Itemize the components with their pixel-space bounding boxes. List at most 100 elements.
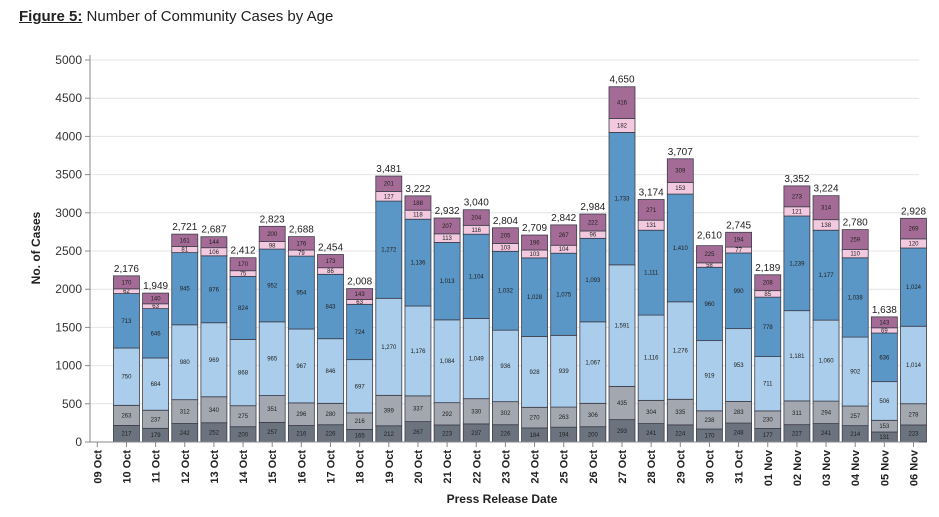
segment-value-label: 170 — [238, 262, 249, 268]
bar-group: 223 278 1,014 1,024 120 269 2,928 — [900, 206, 927, 443]
bar-total-label: 2,928 — [901, 206, 926, 217]
segment-value-label: 824 — [238, 306, 249, 312]
bar-segment — [637, 199, 665, 221]
segment-value-label: 697 — [355, 384, 366, 390]
bar-segment — [550, 252, 578, 336]
segment-value-label: 1,116 — [644, 356, 659, 362]
segment-value-label: 144 — [209, 240, 220, 246]
segment-value-label: 267 — [413, 430, 424, 436]
segment-value-label: 1,084 — [440, 359, 456, 365]
bar-total-label: 2,780 — [843, 218, 868, 229]
bar-segment — [521, 257, 548, 337]
segment-value-label: 248 — [734, 431, 745, 437]
bar-segment — [200, 236, 228, 249]
bar-segment — [900, 325, 927, 405]
bar-segment — [696, 266, 723, 342]
segment-value-label: 121 — [792, 209, 803, 215]
bar-segment — [666, 158, 694, 183]
segment-value-label: 1,111 — [644, 271, 659, 277]
bar-total-label: 2,412 — [231, 246, 256, 257]
bar-total-label: 3,224 — [814, 184, 839, 195]
bar-segment — [812, 319, 840, 402]
x-tick-label: 25 Oct — [559, 450, 571, 484]
segment-value-label: 283 — [734, 410, 745, 416]
bar-segment — [462, 318, 490, 400]
segment-value-label: 1,032 — [498, 289, 514, 295]
bar-segment — [433, 319, 461, 404]
segment-value-label: 238 — [704, 418, 715, 424]
segment-value-label: 63 — [356, 300, 363, 306]
bar-segment — [317, 273, 344, 340]
segment-value-label: 1,093 — [585, 278, 601, 284]
segment-value-label: 143 — [355, 292, 366, 298]
y-tick-label: 0 — [75, 435, 82, 449]
bar-segment — [812, 195, 840, 221]
segment-value-label: 103 — [500, 245, 511, 251]
bar-segment — [375, 297, 403, 396]
bar-segment — [375, 394, 403, 427]
segment-value-label: 188 — [413, 201, 424, 207]
segment-value-label: 416 — [617, 101, 628, 107]
segment-value-label: 222 — [588, 221, 599, 227]
segment-value-label: 939 — [559, 369, 570, 375]
bar-segment — [258, 321, 286, 396]
bar-segment — [433, 217, 461, 235]
segment-value-label: 1,272 — [381, 248, 397, 254]
bar-group: 165 216 697 724 63 143 2,008 — [346, 277, 374, 443]
y-tick-label: 2000 — [55, 282, 82, 296]
bar-total-label: 2,610 — [697, 231, 722, 242]
x-tick-label: 14 Oct — [238, 450, 250, 484]
x-tick-label: 22 Oct — [471, 450, 483, 484]
y-tick-label: 4500 — [55, 91, 82, 105]
segment-value-label: 304 — [646, 410, 657, 416]
segment-value-label: 952 — [267, 283, 278, 289]
bar-segment — [317, 254, 344, 269]
figure-title: Figure 5: Number of Community Cases by A… — [19, 8, 333, 25]
segment-value-label: 1,075 — [556, 292, 572, 298]
segment-value-label: 140 — [151, 296, 162, 302]
segment-value-label: 212 — [384, 432, 395, 438]
bar-total-label: 3,174 — [639, 188, 664, 199]
x-tick-label: 04 Nov — [850, 449, 862, 486]
bar-segment — [229, 338, 257, 407]
x-tick-label: 06 Nov — [909, 449, 921, 486]
segment-value-label: 63 — [152, 304, 159, 310]
x-tick-label: 30 Oct — [704, 450, 716, 484]
bars: 217263750713621702,176179237684646631401… — [113, 75, 927, 443]
bar-total-label: 4,650 — [609, 75, 634, 86]
bar-segment — [783, 185, 811, 208]
segment-value-label: 86 — [327, 269, 334, 275]
segment-value-label: 205 — [500, 234, 511, 240]
segment-value-label: 110 — [850, 252, 860, 258]
segment-value-label: 967 — [296, 364, 307, 370]
bar-segment — [841, 336, 869, 407]
figure-label: Figure 5: — [19, 8, 83, 25]
segment-value-label: 196 — [530, 241, 541, 247]
segment-value-label: 965 — [267, 357, 278, 363]
bar-segment — [200, 322, 228, 398]
segment-value-label: 131 — [879, 435, 890, 441]
segment-value-label: 58 — [706, 263, 713, 269]
segment-value-label: 179 — [151, 433, 162, 439]
segment-value-label: 919 — [704, 374, 715, 380]
segment-value-label: 116 — [471, 228, 481, 234]
bar-segment — [608, 385, 636, 421]
segment-value-label: 292 — [442, 412, 453, 418]
bar-segment — [113, 347, 140, 406]
bar-segment — [287, 328, 315, 404]
segment-value-label: 278 — [908, 412, 919, 418]
y-tick-label: 3000 — [55, 206, 82, 220]
segment-value-label: 1,013 — [440, 279, 456, 285]
x-tick-label: 17 Oct — [326, 450, 338, 484]
bar-segment — [462, 233, 490, 319]
segment-value-label: 711 — [763, 382, 773, 388]
x-tick-label: 11 Oct — [151, 450, 163, 483]
segment-value-label: 267 — [559, 233, 570, 239]
segment-value-label: 138 — [821, 223, 832, 229]
segment-value-label: 223 — [442, 431, 453, 437]
bar-total-label: 2,008 — [347, 277, 372, 288]
segment-value-label: 103 — [530, 252, 541, 258]
bar-total-label: 1,949 — [143, 281, 168, 292]
segment-value-label: 868 — [238, 371, 249, 377]
segment-value-label: 953 — [734, 363, 745, 369]
